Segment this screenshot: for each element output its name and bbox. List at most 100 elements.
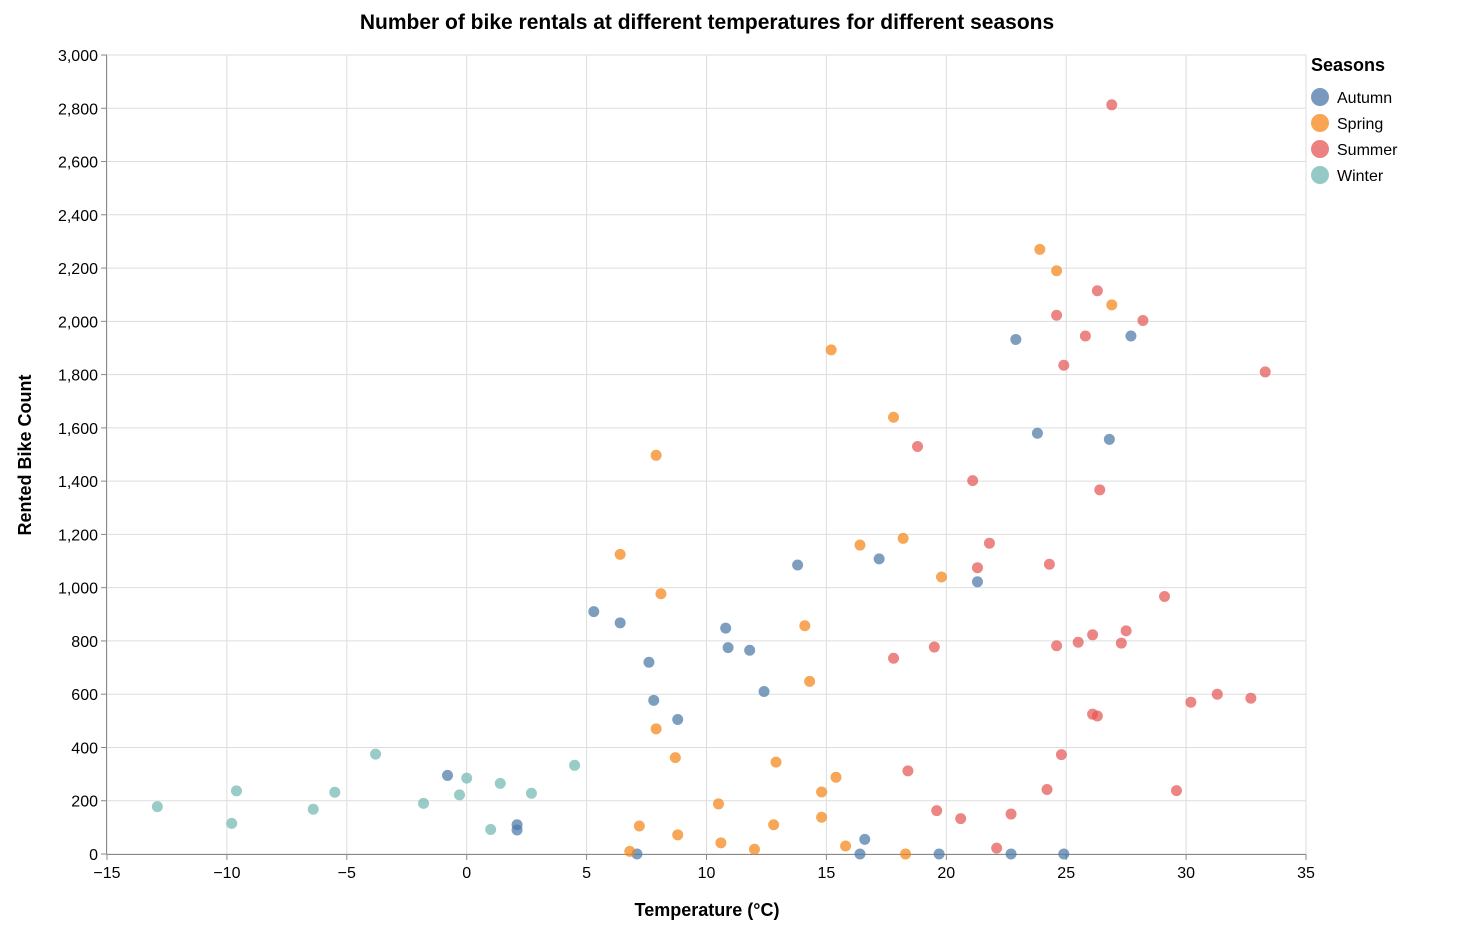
point-autumn (1103, 433, 1115, 445)
legend-label-spring: Spring (1337, 116, 1383, 133)
x-axis-title: Temperature (°C) (635, 900, 780, 920)
point-spring (633, 820, 645, 832)
point-summer (967, 475, 979, 487)
point-summer (971, 562, 983, 574)
point-autumn (1010, 333, 1022, 345)
point-winter (370, 748, 382, 760)
point-summer (1051, 640, 1063, 652)
point-spring (669, 752, 681, 764)
x-tick-label: 30 (1177, 865, 1195, 882)
y-tick-label: 2,400 (58, 208, 98, 225)
y-tick-label: 1,800 (58, 368, 98, 385)
point-winter (418, 797, 430, 809)
point-spring (854, 539, 866, 551)
point-winter (454, 789, 466, 801)
point-summer (928, 641, 940, 653)
legend-symbol-spring (1311, 114, 1329, 132)
point-autumn (614, 617, 626, 629)
point-winter (461, 772, 473, 784)
x-tick-label: 20 (937, 865, 955, 882)
point-spring (936, 571, 948, 583)
point-autumn (720, 622, 732, 634)
point-spring (804, 675, 816, 687)
point-summer (1115, 637, 1127, 649)
point-spring (900, 848, 912, 860)
point-summer (1043, 558, 1055, 570)
legend-label-autumn: Autumn (1337, 90, 1392, 107)
legend: Seasons Autumn Spring Summer Winter (1311, 55, 1398, 185)
point-autumn (1031, 427, 1043, 439)
x-tick-label: 5 (582, 865, 591, 882)
x-tick-label: 25 (1057, 865, 1075, 882)
x-tick-label: −5 (338, 865, 356, 882)
y-tick-label: 2,600 (58, 155, 98, 172)
y-tick-label: 1,400 (58, 474, 98, 491)
point-spring (712, 798, 724, 810)
x-tick-label: 0 (462, 865, 471, 882)
chart-title: Number of bike rentals at different temp… (360, 11, 1054, 34)
point-spring (768, 819, 780, 831)
point-summer (991, 842, 1003, 854)
point-autumn (744, 644, 756, 656)
point-summer (1005, 808, 1017, 820)
x-tick-label: 35 (1297, 865, 1315, 882)
point-spring (672, 829, 684, 841)
point-summer (1072, 636, 1084, 648)
legend-symbol-autumn (1311, 88, 1329, 106)
point-autumn (758, 686, 770, 698)
point-spring (825, 344, 837, 356)
point-autumn (648, 694, 660, 706)
point-summer (1245, 692, 1257, 704)
point-spring (1051, 265, 1063, 277)
point-summer (955, 813, 967, 825)
point-spring (650, 723, 662, 735)
point-summer (1058, 359, 1070, 371)
y-tick-label: 400 (71, 740, 98, 757)
legend-symbol-summer (1311, 140, 1329, 158)
y-tick-label: 2,800 (58, 101, 98, 118)
point-autumn (854, 848, 866, 860)
point-spring (830, 771, 842, 783)
y-tick-label: 1,000 (58, 581, 98, 598)
x-tick-label: −10 (213, 865, 240, 882)
point-spring (650, 449, 662, 461)
point-summer (912, 441, 924, 453)
point-spring (1034, 243, 1046, 255)
point-summer (1171, 785, 1183, 797)
point-summer (902, 765, 914, 777)
x-tick-label: −15 (93, 865, 120, 882)
point-spring (816, 786, 828, 798)
point-spring (888, 411, 900, 423)
point-autumn (722, 642, 734, 654)
point-summer (1091, 285, 1103, 297)
point-autumn (511, 824, 523, 836)
data-points (151, 99, 1271, 860)
y-tick-label: 600 (71, 687, 98, 704)
x-tick-label: 15 (818, 865, 836, 882)
point-spring (1106, 299, 1118, 311)
point-spring (897, 532, 909, 544)
legend-label-summer: Summer (1337, 142, 1398, 159)
point-winter (230, 785, 242, 797)
point-spring (655, 588, 667, 600)
point-spring (624, 845, 636, 857)
point-autumn (442, 769, 454, 781)
point-autumn (1005, 848, 1017, 860)
point-summer (1185, 696, 1197, 708)
axes: −15 −10 −5 0 5 10 15 20 25 30 35 0 200 400 600 800 1,000… (58, 48, 1315, 882)
point-summer (1087, 629, 1099, 641)
point-summer (1120, 625, 1132, 637)
x-tick-label: 10 (698, 865, 716, 882)
point-summer (1041, 784, 1053, 796)
point-winter (485, 823, 497, 835)
point-winter (494, 777, 506, 789)
point-spring (816, 811, 828, 823)
point-autumn (933, 848, 945, 860)
point-autumn (1058, 848, 1070, 860)
point-summer (1055, 749, 1067, 761)
y-tick-label: 200 (71, 794, 98, 811)
point-winter (307, 803, 319, 815)
legend-label-winter: Winter (1337, 168, 1384, 185)
y-axis-title: Rented Bike Count (15, 374, 35, 535)
